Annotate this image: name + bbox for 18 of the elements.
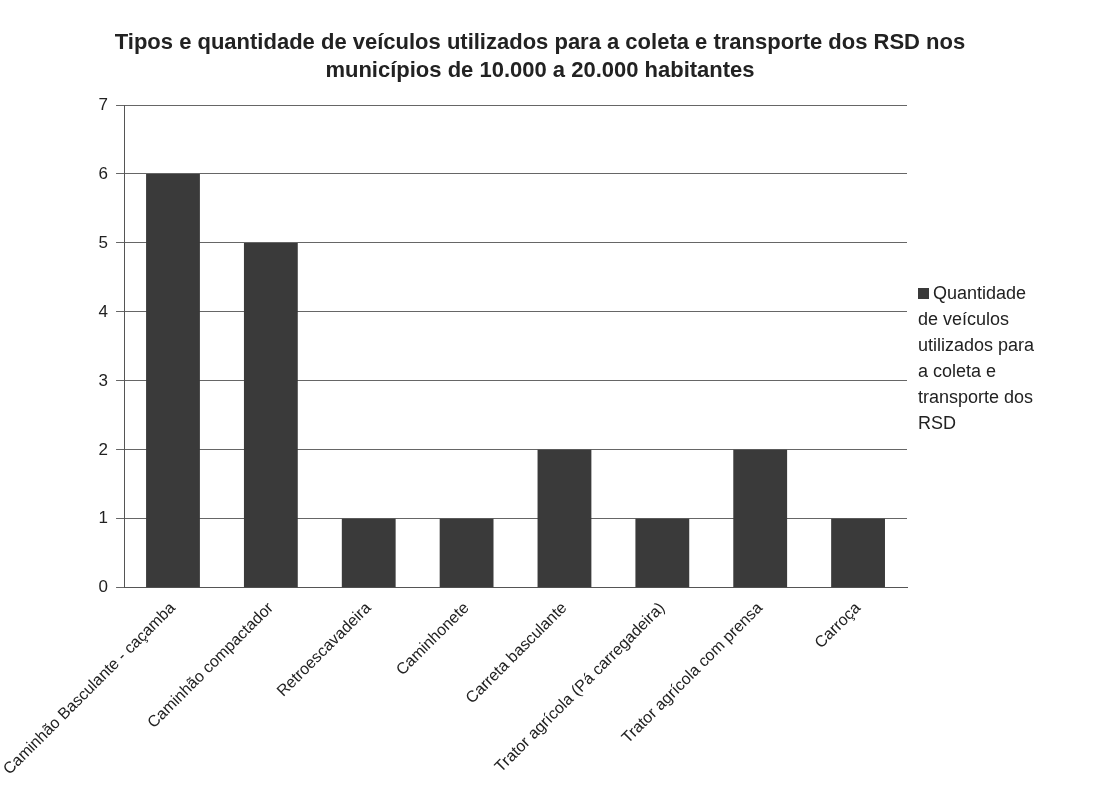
bar [243,242,298,588]
bar [537,449,592,588]
bar [635,518,690,588]
y-tick-label: 4 [98,301,109,321]
bar [439,518,494,588]
bar [146,173,200,588]
chart-title: Tipos e quantidade de veículos utilizados para a coleta e transporte dos RSD nos municípios de 10.000 a 20.000 habitantes [113,28,967,84]
y-tick-label: 3 [98,370,109,390]
y-tick-label: 1 [98,508,109,528]
y-tick-label: 5 [98,232,109,252]
y-tick-label: 6 [98,163,109,183]
legend-label: Quantidade de veículos utilizados para a coleta e transporte dos RSD [918,282,1036,435]
bar [341,518,396,588]
y-tick-label: 0 [98,577,109,597]
bar [733,449,788,588]
y-tick-label: 2 [98,439,109,459]
y-tick-label: 7 [98,94,109,114]
bar [831,518,885,588]
